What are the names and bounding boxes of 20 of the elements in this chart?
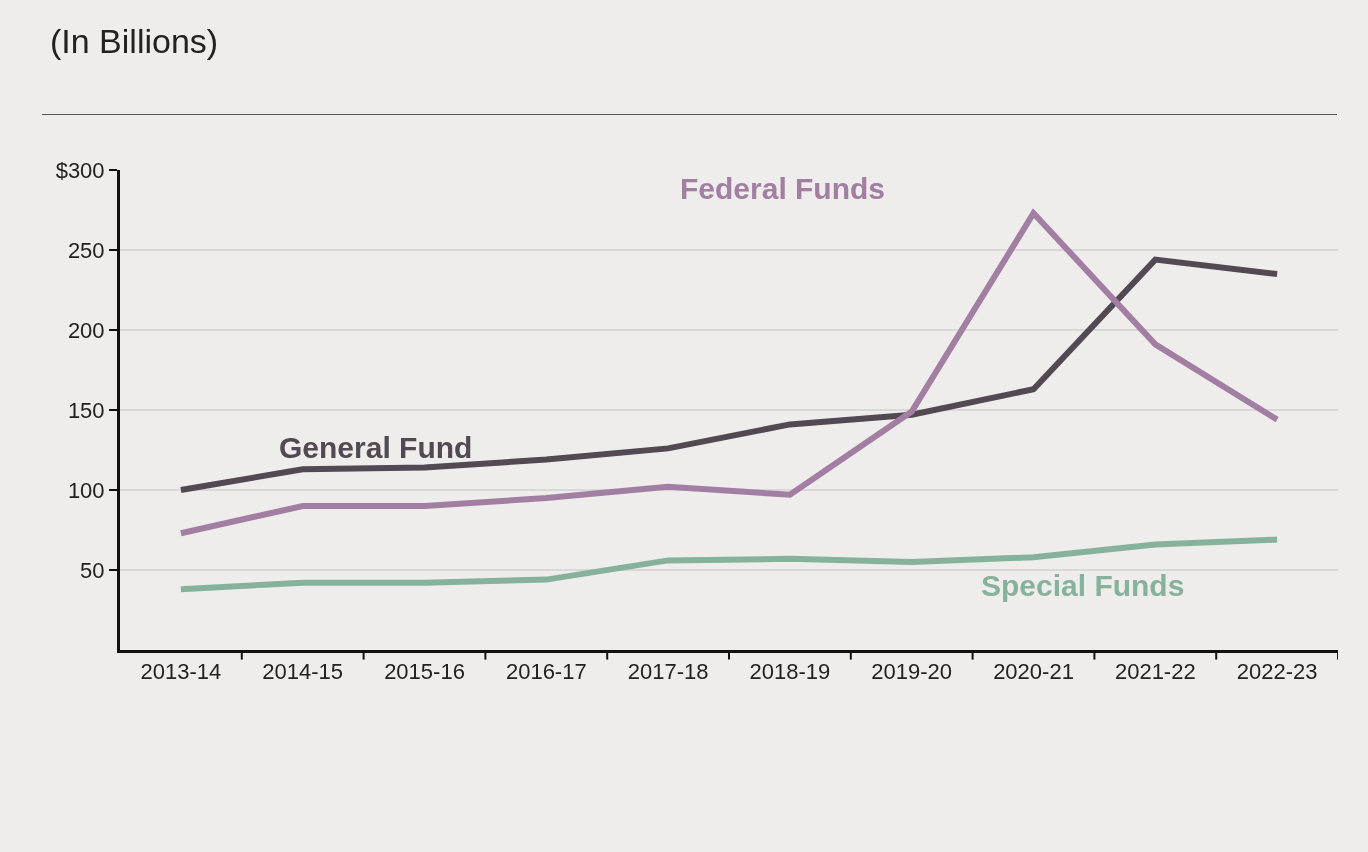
y-tick-label: 200	[67, 317, 105, 343]
series-label: General Fund	[279, 431, 473, 464]
x-tick-label: 2021-22	[1114, 659, 1196, 685]
text: Federal Funds	[680, 172, 886, 205]
y-tick-label: 50	[80, 557, 105, 583]
x-tick-label: 2020-21	[993, 659, 1074, 685]
x-tick-label: 2022-23	[1236, 659, 1318, 685]
x-tick-label: 2016-17	[505, 659, 587, 685]
series-label: Special Funds	[981, 569, 1185, 602]
y-tick-label: 100	[67, 477, 105, 503]
x-tick-label: 2014-15	[262, 659, 344, 685]
x-tick-label: 2013-14	[140, 659, 222, 685]
y-tick-label: 250	[67, 237, 105, 263]
x-tick-label: 2019-20	[871, 659, 953, 685]
x-tick-label: 2017-18	[627, 659, 709, 685]
x-tick-label: 2018-19	[749, 659, 831, 685]
y-tick-label: 150	[67, 397, 105, 423]
chart-title: (In Billions)	[50, 22, 219, 61]
y-tick-label: $300	[55, 157, 105, 183]
x-tick-label: 2015-16	[384, 659, 465, 685]
